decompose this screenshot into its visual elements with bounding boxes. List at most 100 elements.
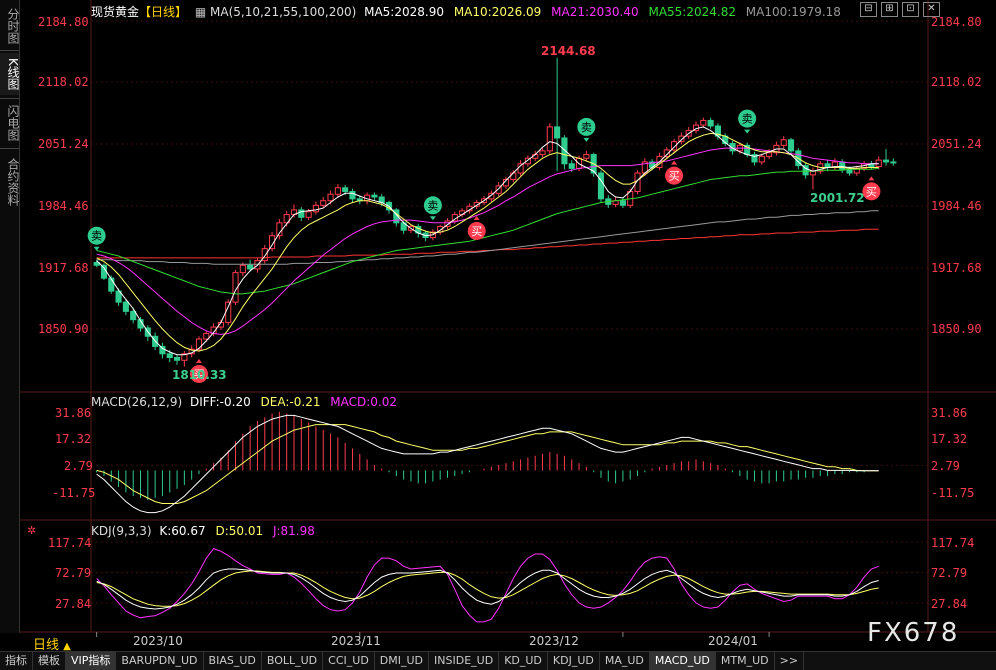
candle-body (159, 345, 166, 355)
instrument-name: 现货黄金 (91, 5, 140, 19)
high-annotation: 2144.68 (541, 44, 596, 58)
candle-body (488, 192, 495, 200)
tab-cci[interactable]: CCI_UD (323, 652, 375, 670)
buy-arrow-icon (868, 176, 875, 181)
sidebar-tab-flash[interactable]: 闪电图 (6, 105, 20, 141)
sidebar-tab-kline[interactable]: K线图 (0, 53, 20, 95)
macd-dea: DEA:-0.21 (260, 395, 321, 409)
ma200-line (96, 228, 879, 259)
date-label-0: 2023/10 (133, 634, 183, 648)
buy-signal-icon (862, 182, 881, 201)
tab-inside[interactable]: INSIDE_UD (429, 652, 500, 670)
candle-body (663, 149, 670, 157)
candle-body (122, 301, 129, 312)
sell-arrow-icon (583, 137, 590, 142)
price-axis-left-1: 2118.02 (38, 75, 89, 89)
minimize-icon[interactable]: ⊟ (860, 2, 877, 17)
candle-body (115, 290, 122, 303)
candle-body (349, 190, 356, 200)
tab-more[interactable]: >> (775, 652, 805, 670)
maximize-icon[interactable]: ⊞ (881, 2, 898, 17)
ma5-value: MA5:2028.90 (364, 5, 444, 19)
macd-axis-left-3: -11.75 (52, 486, 96, 500)
kdj-settings-icon[interactable]: ✲ (27, 524, 37, 537)
candle-body (678, 135, 685, 143)
tab-barupdn[interactable]: BARUPDN_UD (116, 652, 204, 670)
macd-dea-line (96, 424, 879, 504)
candle-body (312, 204, 319, 213)
tab-dmi[interactable]: DMI_UD (375, 652, 430, 670)
candle-body (758, 155, 765, 163)
macd-diff-line (96, 414, 879, 514)
macd-header: MACD(26,12,9) DIFF:-0.20 DEA:-0.21 MACD:… (91, 395, 397, 409)
close-icon[interactable]: ✕ (923, 2, 940, 17)
candle-body (539, 150, 546, 156)
buy-signal-label: 买 (669, 170, 680, 183)
kdj-k-line (96, 568, 879, 610)
candle-body (181, 353, 188, 361)
candle-body (700, 119, 707, 126)
indicator-tab-bar: 指标 模板 VIP指标 BARUPDN_UD BIAS_UD BOLL_UD C… (0, 651, 996, 670)
price-axis-left-0: 2184.80 (38, 15, 89, 29)
candle-body (108, 277, 115, 292)
candle-body (787, 139, 795, 152)
buy-signal-icon (467, 221, 486, 240)
tab-templates[interactable]: 模板 (33, 652, 66, 670)
candle-body (568, 163, 575, 169)
kdj-title: KDJ(9,3,3) (91, 524, 152, 538)
sell-arrow-icon (93, 246, 100, 251)
sell-signal-icon (423, 196, 442, 215)
tab-boll[interactable]: BOLL_UD (262, 652, 324, 670)
recent-low-annotation: 2001.72 (810, 191, 865, 205)
candle-body (393, 209, 400, 224)
sell-signal-icon (87, 226, 106, 245)
price-axis-right-3: 1984.46 (931, 199, 982, 213)
candle-body (495, 185, 502, 194)
tab-indicators[interactable]: 指标 (0, 652, 33, 670)
macd-axis-right-2: 2.79 (931, 459, 960, 473)
sidebar-tab-contract-info[interactable]: 合约资料 (6, 158, 20, 206)
tab-vip-indicators[interactable]: VIP指标 (66, 652, 117, 670)
candle-body (100, 264, 108, 279)
candle-body (305, 211, 312, 218)
candle-body (166, 353, 173, 359)
candle-body (269, 235, 276, 250)
price-axis-right-2: 2051.24 (931, 137, 982, 151)
tab-bias[interactable]: BIAS_UD (204, 652, 262, 670)
price-axis-right-4: 1917.68 (931, 261, 982, 275)
tab-mtm[interactable]: MTM_UD (716, 652, 775, 670)
buy-signal-label: 买 (471, 225, 482, 238)
sidebar-tab-timeshare[interactable]: 分时图 (6, 8, 20, 44)
kdj-axis-left-0: 117.74 (48, 536, 92, 550)
period-tag: 【日线】 (139, 5, 188, 19)
kdj-axis-right-2: 27.84 (931, 597, 968, 611)
kdj-axis-left-1: 72.79 (55, 566, 92, 580)
sell-signal-label: 卖 (581, 121, 592, 134)
candle-body (203, 333, 210, 340)
restore-icon[interactable]: ⊡ (902, 2, 919, 17)
kdj-d-line (96, 570, 879, 607)
tab-ma[interactable]: MA_UD (600, 652, 650, 670)
kdj-pane (91, 541, 928, 623)
candle-body (802, 165, 809, 176)
macd-axis-left-2: 2.79 (64, 459, 93, 473)
candle-body (195, 338, 203, 350)
tab-kd[interactable]: KD_UD (499, 652, 548, 670)
macd-axis-right-0: 31.86 (931, 406, 968, 420)
candle-body (327, 193, 334, 202)
kdj-axis-right-1: 72.79 (931, 566, 968, 580)
candle-body (882, 159, 890, 163)
period-selector[interactable]: 日线 ▲ (33, 634, 71, 653)
ma100-line (96, 210, 879, 265)
ma-definition: MA(5,10,21,55,100,200) (210, 5, 357, 19)
buy-arrow-icon (671, 160, 678, 165)
left-sidebar: 分时图 K线图 闪电图 合约资料 (0, 0, 20, 633)
price-axis-left-3: 1984.46 (38, 199, 89, 213)
date-label-2: 2023/12 (529, 634, 579, 648)
candle-body (261, 248, 268, 262)
tab-macd[interactable]: MACD_UD (649, 652, 716, 670)
kdj-d: D:50.01 (215, 524, 264, 538)
tab-kdj[interactable]: KDJ_UD (548, 652, 600, 670)
